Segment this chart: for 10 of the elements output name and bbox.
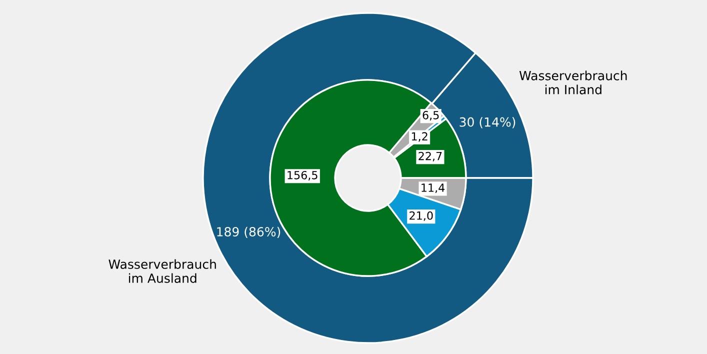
data-label: 21,0: [410, 211, 433, 221]
data-label: 6,5: [422, 110, 439, 120]
text: Wasserverbrauch im Inland: [519, 70, 627, 94]
data-label: 22,7: [418, 152, 442, 162]
data-label: 1,2: [412, 132, 428, 142]
data-label: 156,5: [288, 170, 318, 180]
data-label: 11,4: [422, 184, 445, 194]
text: Wasserverbrauch im Ausland: [108, 259, 216, 283]
data-label: 189 (86%): [217, 226, 280, 238]
data-label: 30 (14%): [460, 117, 516, 128]
